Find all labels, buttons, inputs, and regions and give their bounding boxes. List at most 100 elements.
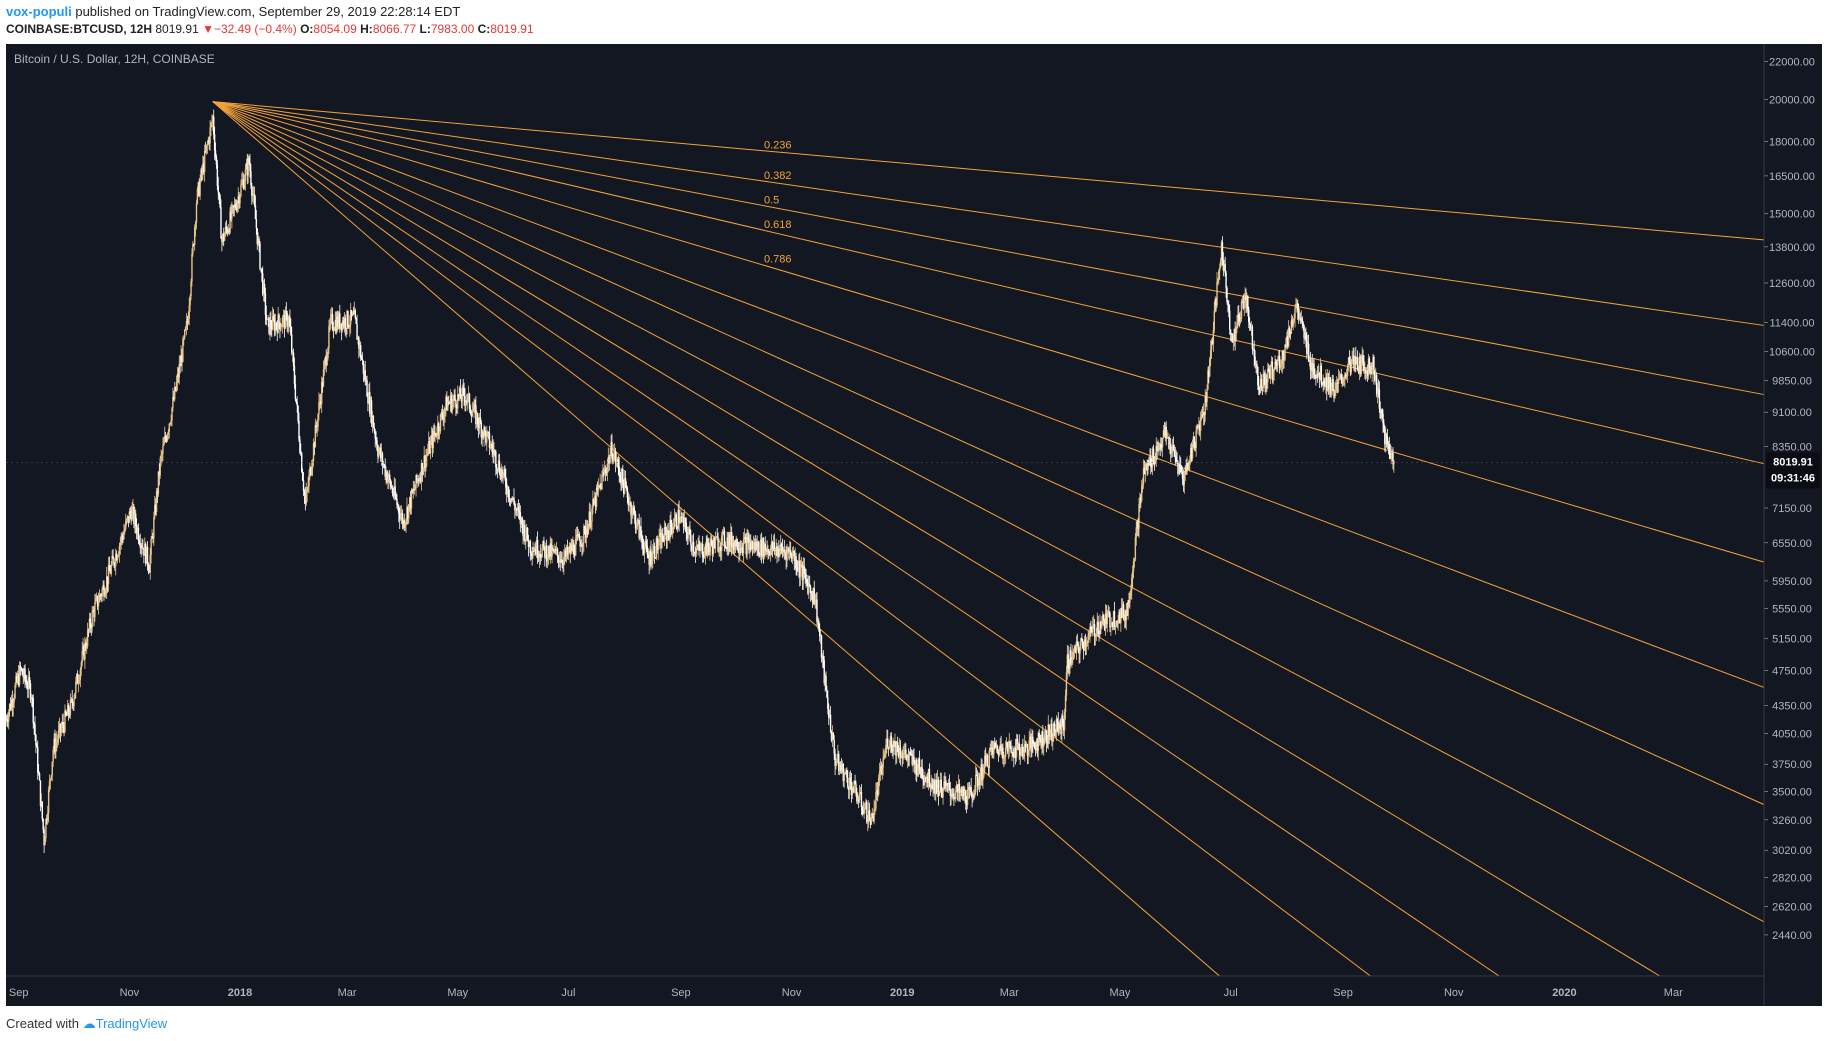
candle-body	[516, 507, 519, 511]
candle-body	[596, 487, 599, 490]
candle-body	[1243, 296, 1245, 309]
plot-background[interactable]	[6, 44, 1764, 976]
candle-body	[635, 526, 638, 529]
candle-body	[1178, 464, 1180, 475]
candle-body	[652, 546, 655, 552]
candle-body	[87, 629, 90, 631]
candle-body	[1231, 333, 1234, 343]
candle-body	[127, 515, 130, 523]
candle-body	[60, 728, 63, 733]
candle-body	[78, 679, 81, 682]
candle-body	[740, 548, 742, 550]
candle-body	[1160, 444, 1162, 447]
candle-body	[47, 813, 49, 821]
symbol-ohlc-bar: COINBASE:BTCUSD, 12H 8019.91 ▼−32.49 (−0…	[6, 22, 534, 40]
candle-body	[1071, 659, 1073, 664]
candle-body	[973, 795, 975, 797]
candle-body	[1104, 613, 1107, 630]
time-tick-label: Nov	[120, 987, 140, 999]
price-axis[interactable]	[1764, 44, 1822, 1006]
candle-body	[1234, 328, 1236, 342]
candle-body	[919, 769, 922, 775]
candle-body	[734, 540, 737, 547]
fib-fan[interactable]	[212, 101, 1765, 977]
candle-body	[70, 698, 73, 700]
candle-body	[789, 550, 791, 552]
fib-level-label: 0.618	[764, 219, 792, 231]
candle-body	[606, 464, 609, 473]
candle-body	[427, 451, 429, 455]
candle-body	[409, 497, 412, 509]
price-tick-label: 11400.00	[1769, 318, 1814, 330]
candle-body	[1012, 751, 1014, 757]
candle-body	[271, 328, 273, 330]
candle-body	[992, 747, 994, 755]
candle-body	[603, 469, 606, 474]
candle-body	[277, 314, 279, 333]
candle-body	[893, 740, 895, 747]
candle-body	[287, 324, 289, 327]
candle-body	[480, 423, 483, 438]
candle-body	[1130, 590, 1132, 596]
candle-body	[849, 777, 852, 783]
candle-body	[313, 443, 316, 448]
candle-body	[671, 527, 673, 534]
candle-body	[1339, 374, 1342, 378]
candle-body	[719, 546, 721, 551]
candle-body	[524, 524, 526, 542]
candle-body	[121, 535, 123, 538]
candle-body	[1083, 639, 1086, 651]
candle-body	[1053, 723, 1055, 738]
candle-body	[239, 195, 241, 204]
time-tick-label: Mar	[1000, 987, 1019, 999]
candle-body	[41, 801, 43, 819]
candle-body	[191, 253, 193, 282]
candle-body	[1347, 357, 1350, 366]
candle-body	[729, 534, 731, 545]
candle-body	[1061, 715, 1063, 734]
candle-body	[1340, 374, 1342, 379]
candle-body	[495, 451, 497, 468]
candle-body	[1205, 396, 1207, 403]
candle-body	[1041, 731, 1043, 746]
candle-body	[715, 536, 717, 538]
candle-body	[271, 316, 274, 330]
tradingview-link[interactable]: TradingView	[95, 1016, 168, 1031]
chart-frame[interactable]: 0.236 0.382 0.5 0.618 0.786 22000.00 20000.00…	[5, 44, 1822, 1011]
candle-body	[632, 507, 634, 514]
candle-body	[911, 754, 913, 765]
candle-body	[950, 794, 952, 797]
candle-body	[484, 427, 486, 432]
chart-title: Bitcoin / U.S. Dollar, 12H, COINBASE	[14, 52, 215, 66]
candle-body	[1080, 637, 1082, 646]
candle-body	[67, 704, 70, 715]
candle-body	[317, 414, 319, 427]
time-tick-label: Sep	[1333, 987, 1353, 999]
time-axis[interactable]	[6, 976, 1764, 1006]
candle-body	[743, 537, 746, 540]
candle-body	[567, 550, 570, 555]
candle-body	[683, 518, 686, 527]
candle-body	[1137, 520, 1139, 529]
candle-body	[1279, 366, 1282, 368]
price-tick-label: 15000.00	[1769, 209, 1815, 221]
candle-body	[1353, 355, 1355, 365]
candle-body	[103, 585, 105, 597]
candle-body	[1221, 242, 1224, 261]
author-link[interactable]: vox-populi	[6, 4, 72, 19]
candle-body	[1230, 333, 1233, 335]
candle-body	[285, 310, 288, 314]
candle-body	[916, 770, 919, 776]
candle-body	[323, 362, 326, 370]
candle-body	[30, 697, 33, 700]
candle-body	[1044, 730, 1047, 735]
candle-body	[1077, 643, 1079, 651]
candle-body	[540, 556, 542, 558]
candle-body	[297, 405, 299, 421]
candle-body	[1008, 741, 1010, 748]
candle-body	[872, 813, 874, 822]
candle-body	[533, 551, 535, 552]
candle-body	[292, 352, 295, 366]
candle-body	[387, 479, 389, 483]
